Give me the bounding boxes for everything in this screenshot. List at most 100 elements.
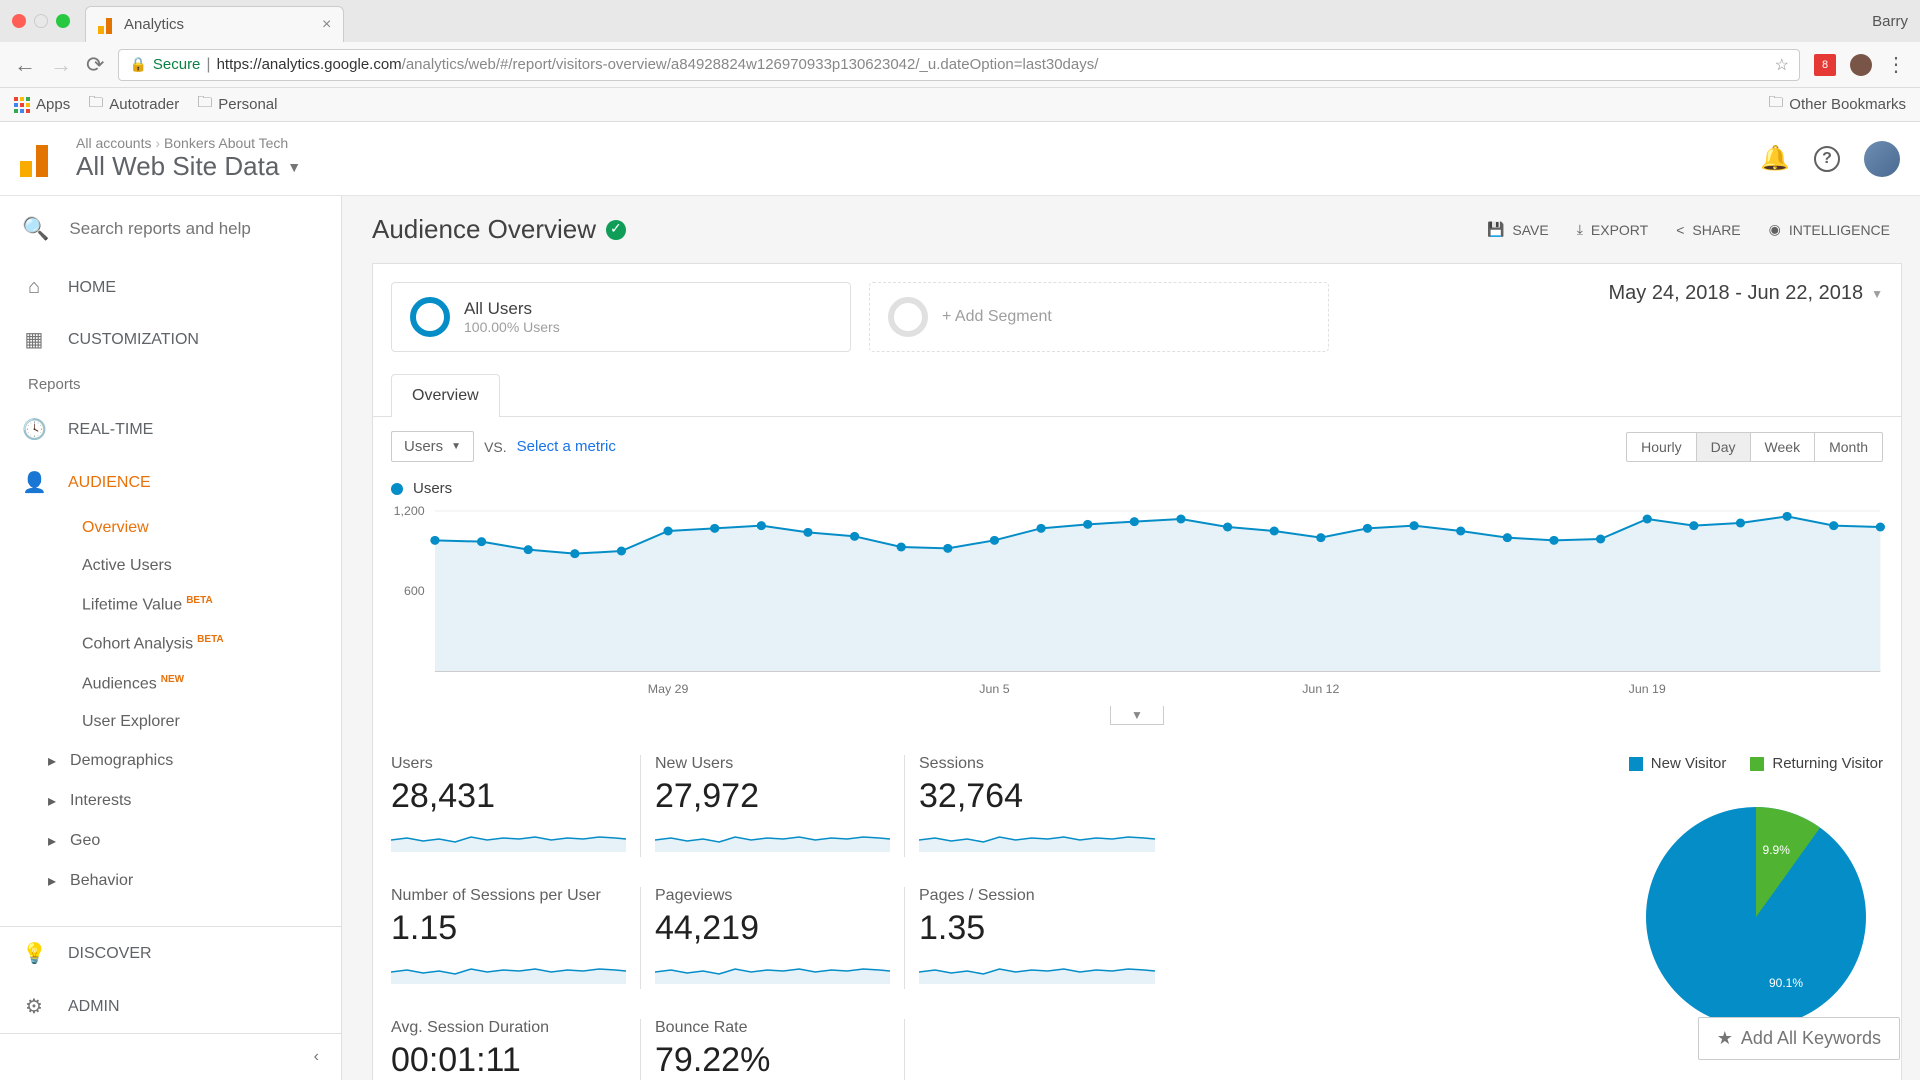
- sub-interests[interactable]: ▸Interests: [0, 781, 341, 821]
- intelligence-button[interactable]: ◉INTELLIGENCE: [1769, 221, 1890, 238]
- star-icon: ★: [1717, 1028, 1733, 1049]
- nav-audience[interactable]: 👤AUDIENCE: [0, 456, 341, 509]
- search-input[interactable]: [69, 219, 319, 239]
- close-tab-icon[interactable]: ×: [322, 16, 331, 34]
- sub-user-explorer[interactable]: User Explorer: [0, 703, 341, 741]
- svg-text:1,200: 1,200: [394, 504, 425, 518]
- browser-profile-name[interactable]: Barry: [1872, 13, 1908, 30]
- sub-audiences[interactable]: AudiencesNEW: [0, 664, 341, 703]
- folder-icon: 🗀: [1768, 92, 1783, 117]
- reports-label: Reports: [0, 366, 341, 403]
- metric-name: Bounce Rate: [655, 1019, 890, 1037]
- export-icon: ⤓: [1577, 221, 1583, 238]
- apps-button[interactable]: Apps: [14, 96, 70, 113]
- segment-all-users[interactable]: All Users 100.00% Users: [391, 282, 851, 352]
- metric-name: Pages / Session: [919, 887, 1155, 905]
- reload-icon[interactable]: ⟳: [86, 52, 104, 78]
- close-window-icon[interactable]: [12, 14, 26, 28]
- help-icon[interactable]: ?: [1814, 146, 1840, 172]
- forward-icon[interactable]: →: [50, 52, 72, 78]
- analytics-logo-icon[interactable]: [20, 141, 56, 177]
- export-button[interactable]: ⤓EXPORT: [1577, 221, 1649, 238]
- person-icon: 👤: [22, 470, 46, 495]
- sub-cohort[interactable]: Cohort AnalysisBETA: [0, 624, 341, 663]
- share-button[interactable]: <SHARE: [1676, 221, 1740, 238]
- back-icon[interactable]: ←: [14, 52, 36, 78]
- nav-customization[interactable]: ▦CUSTOMIZATION: [0, 313, 341, 366]
- star-icon[interactable]: ☆: [1775, 55, 1789, 75]
- sub-overview[interactable]: Overview: [0, 509, 341, 547]
- extension-icon[interactable]: 8: [1814, 54, 1836, 76]
- metric-value: 44,219: [655, 909, 890, 948]
- nav-admin[interactable]: ⚙ADMIN: [0, 980, 341, 1033]
- save-icon: 💾: [1487, 221, 1504, 238]
- segment-subtitle: 100.00% Users: [464, 319, 560, 335]
- nav-realtime[interactable]: 🕓REAL-TIME: [0, 403, 341, 456]
- metric-value: 00:01:11: [391, 1041, 626, 1080]
- metric-card[interactable]: Sessions 32,764: [919, 755, 1169, 857]
- sub-behavior[interactable]: ▸Behavior: [0, 861, 341, 901]
- bookmark-autotrader[interactable]: 🗀Autotrader: [88, 92, 179, 117]
- view-selector[interactable]: All Web Site Data ▼: [76, 151, 301, 182]
- browser-tab-bar: Analytics × Barry: [0, 0, 1920, 42]
- metric-card[interactable]: Pageviews 44,219: [655, 887, 905, 989]
- save-button[interactable]: 💾SAVE: [1487, 221, 1549, 238]
- bookmark-personal[interactable]: 🗀Personal: [197, 92, 277, 117]
- expand-handle[interactable]: ▼: [1110, 706, 1164, 725]
- legend-returning-visitor: Returning Visitor: [1750, 755, 1883, 772]
- breadcrumb[interactable]: All accounts › Bonkers About Tech: [76, 135, 301, 151]
- collapse-sidebar[interactable]: ‹: [0, 1033, 341, 1080]
- time-hourly[interactable]: Hourly: [1627, 433, 1696, 461]
- metric-card[interactable]: New Users 27,972: [655, 755, 905, 857]
- sub-active-users[interactable]: Active Users: [0, 547, 341, 585]
- legend-new-visitor: New Visitor: [1629, 755, 1727, 772]
- profile-icon[interactable]: [1850, 54, 1872, 76]
- svg-text:9.9%: 9.9%: [1762, 843, 1790, 857]
- search-icon: 🔍: [22, 216, 49, 242]
- browser-tab[interactable]: Analytics ×: [85, 6, 344, 42]
- tab-overview[interactable]: Overview: [391, 374, 500, 417]
- chevron-left-icon: ‹: [314, 1048, 319, 1065]
- select-metric-link[interactable]: Select a metric: [517, 438, 616, 455]
- time-week[interactable]: Week: [1751, 433, 1816, 461]
- chevron-down-icon: ▼: [287, 159, 301, 175]
- sub-geo[interactable]: ▸Geo: [0, 821, 341, 861]
- metric-card[interactable]: Bounce Rate 79.22%: [655, 1019, 905, 1080]
- metric-card[interactable]: Users 28,431: [391, 755, 641, 857]
- other-bookmarks[interactable]: 🗀Other Bookmarks: [1768, 92, 1906, 117]
- notifications-icon[interactable]: 🔔: [1760, 144, 1790, 173]
- sparkline: [919, 822, 1155, 852]
- time-month[interactable]: Month: [1815, 433, 1882, 461]
- sub-lifetime-value[interactable]: Lifetime ValueBETA: [0, 585, 341, 624]
- time-day[interactable]: Day: [1697, 433, 1751, 461]
- metric-value: 1.15: [391, 909, 626, 948]
- clock-icon: 🕓: [22, 417, 46, 442]
- donut-icon: [888, 297, 928, 337]
- sidebar: 🔍 ⌂HOME ▦CUSTOMIZATION Reports 🕓REAL-TIM…: [0, 196, 342, 1080]
- ga-header: All accounts › Bonkers About Tech All We…: [0, 122, 1920, 196]
- minimize-window-icon[interactable]: [34, 14, 48, 28]
- share-icon: <: [1676, 222, 1684, 238]
- metric-card[interactable]: Pages / Session 1.35: [919, 887, 1169, 989]
- nav-home[interactable]: ⌂HOME: [0, 262, 341, 313]
- svg-text:Jun 19: Jun 19: [1629, 682, 1666, 696]
- square-icon: [1750, 757, 1764, 771]
- nav-discover[interactable]: 💡DISCOVER: [0, 927, 341, 980]
- metric-card[interactable]: Number of Sessions per User 1.15: [391, 887, 641, 989]
- maximize-window-icon[interactable]: [56, 14, 70, 28]
- svg-text:600: 600: [404, 584, 425, 598]
- metric-name: New Users: [655, 755, 890, 773]
- user-avatar[interactable]: [1864, 141, 1900, 177]
- menu-icon[interactable]: ⋮: [1886, 52, 1906, 77]
- visitor-pie-chart: 9.9% 90.1%: [1631, 792, 1881, 1042]
- metric-card[interactable]: Avg. Session Duration 00:01:11: [391, 1019, 641, 1080]
- add-all-keywords-button[interactable]: ★ Add All Keywords: [1698, 1017, 1900, 1060]
- sub-demographics[interactable]: ▸Demographics: [0, 741, 341, 781]
- svg-text:May 29: May 29: [648, 682, 689, 696]
- address-bar[interactable]: 🔒 Secure | https://analytics.google.com/…: [118, 49, 1800, 81]
- metric-name: Sessions: [919, 755, 1155, 773]
- square-icon: [1629, 757, 1643, 771]
- date-range-picker[interactable]: May 24, 2018 - Jun 22, 2018 ▼: [1608, 282, 1883, 305]
- add-segment-button[interactable]: + Add Segment: [869, 282, 1329, 352]
- metric-dropdown[interactable]: Users▼: [391, 431, 474, 462]
